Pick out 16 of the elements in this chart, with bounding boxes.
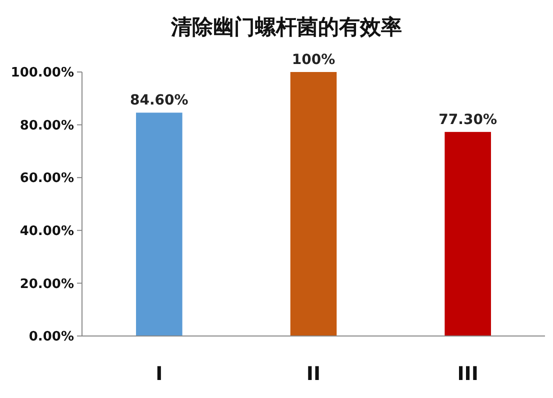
data-label: 77.30% [438,112,497,128]
bar [444,132,491,336]
y-tick-label: 0.00% [28,330,74,345]
x-tick-label: I [156,363,163,385]
y-tick-label: 20.00% [20,276,74,292]
data-label: 100% [292,52,336,68]
bar [290,72,337,336]
y-tick-label: 60.00% [20,171,74,186]
chart-title: 清除幽门螺杆菌的有效率 [170,15,402,39]
y-tick-label: 100.00% [10,66,74,81]
x-tick-label: III [457,363,478,385]
bar [136,112,182,336]
y-tick-label: 40.00% [20,224,74,239]
y-tick-label: 80.00% [20,118,74,134]
data-label: 84.60% [130,92,188,109]
x-tick-label: II [306,363,321,385]
